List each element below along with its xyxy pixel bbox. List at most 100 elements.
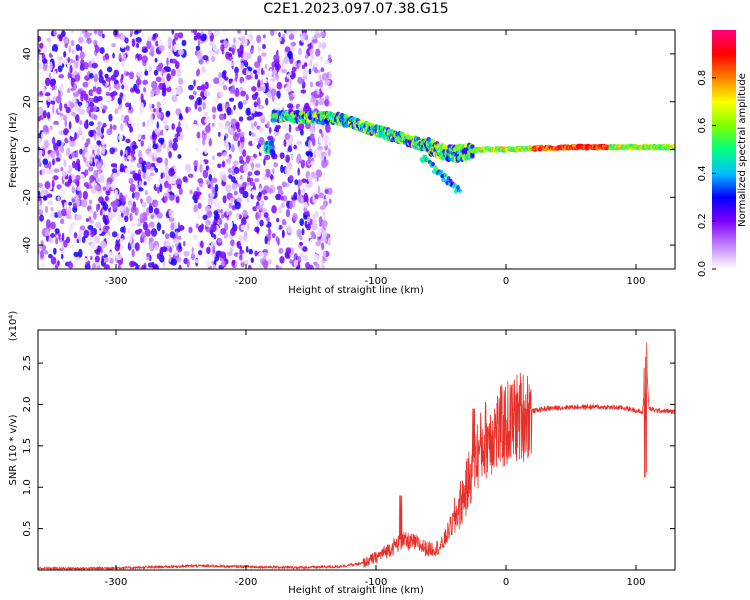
noise-blob (319, 205, 326, 211)
noise-blob (178, 225, 185, 231)
noise-blob (139, 213, 144, 220)
noise-blob (165, 175, 170, 182)
noise-blob (168, 151, 172, 159)
noise-blob (75, 214, 83, 221)
x-tick-label: -300 (105, 276, 128, 287)
noise-blob (186, 259, 190, 268)
noise-blob (175, 196, 180, 204)
noise-blob (68, 201, 73, 206)
noise-blob (129, 219, 133, 226)
noise-blob (168, 183, 172, 191)
noise-blob (318, 74, 322, 81)
spectrogram-y-axis-label: Frequency (Hz) (8, 112, 19, 188)
noise-blob (104, 59, 110, 64)
noise-blob (227, 244, 231, 253)
noise-blob (57, 244, 62, 249)
noise-blob (141, 201, 147, 208)
noise-blob (166, 73, 171, 82)
noise-blob (134, 187, 139, 193)
noise-blob (257, 104, 265, 110)
noise-blob (41, 148, 46, 157)
noise-blob (63, 36, 69, 45)
noise-blob (79, 148, 83, 155)
noise-blob (50, 100, 56, 105)
noise-blob (93, 95, 99, 104)
noise-blob (125, 138, 131, 144)
noise-blob (162, 229, 165, 235)
noise-blob (137, 187, 144, 192)
noise-blob (181, 39, 187, 47)
noise-blob (300, 155, 306, 161)
noise-blob (261, 189, 268, 195)
noise-blob (70, 30, 75, 34)
noise-blob (247, 264, 252, 269)
noise-blob (105, 76, 112, 82)
noise-blob (275, 264, 279, 269)
noise-blob (296, 140, 302, 146)
noise-blob (193, 30, 197, 36)
noise-blob (44, 77, 51, 87)
noise-blob (102, 123, 107, 128)
noise-blob (93, 114, 98, 121)
noise-blob (79, 120, 83, 125)
noise-blob (138, 266, 142, 269)
noise-blob (313, 90, 318, 96)
noise-blob (252, 153, 258, 159)
noise-blob (200, 34, 207, 42)
noise-blob (251, 132, 255, 138)
noise-blob (171, 258, 177, 266)
noise-blob (82, 136, 85, 141)
noise-blob (124, 37, 129, 44)
noise-blob (104, 82, 108, 89)
noise-blob (41, 168, 46, 176)
noise-blob (65, 166, 70, 172)
noise-blob (96, 230, 102, 235)
noise-blob (242, 209, 248, 218)
noise-blob (177, 235, 182, 241)
noise-blob (48, 253, 53, 259)
noise-blob (114, 107, 119, 115)
noise-blob (143, 91, 148, 97)
noise-blob (72, 202, 77, 209)
noise-blob (120, 244, 124, 251)
noise-blob (46, 111, 51, 119)
noise-blob (194, 100, 198, 110)
noise-blob (240, 62, 244, 70)
noise-blob (92, 86, 97, 92)
noise-blob (266, 120, 270, 128)
noise-blob (220, 44, 225, 52)
noise-blob (141, 48, 148, 54)
noise-blob (317, 41, 322, 49)
noise-blob (283, 139, 287, 147)
noise-blob (51, 105, 55, 114)
noise-blob (56, 149, 60, 158)
noise-blob (248, 248, 253, 255)
noise-blob (129, 87, 135, 93)
noise-blob (137, 134, 142, 140)
noise-blob (74, 74, 81, 82)
noise-blob (158, 107, 162, 113)
noise-blob (159, 246, 164, 255)
noise-blob (132, 144, 138, 149)
noise-blob (297, 62, 301, 68)
noise-blob (269, 174, 274, 180)
noise-blob (115, 141, 120, 149)
noise-blob (159, 70, 163, 76)
noise-blob (240, 90, 247, 97)
noise-blob (96, 265, 101, 269)
noise-blob (235, 38, 241, 45)
noise-blob (171, 123, 175, 130)
noise-blob (149, 166, 155, 172)
noise-blob (87, 260, 91, 266)
noise-blob (106, 128, 113, 136)
noise-blob (213, 77, 220, 85)
noise-blob (76, 179, 80, 188)
noise-blob (172, 238, 180, 245)
noise-blob (149, 172, 155, 177)
noise-blob (250, 40, 256, 46)
noise-blob (59, 90, 64, 97)
noise-blob (213, 30, 220, 37)
noise-blob (244, 59, 248, 64)
noise-blob (126, 196, 133, 201)
noise-blob (68, 121, 72, 130)
